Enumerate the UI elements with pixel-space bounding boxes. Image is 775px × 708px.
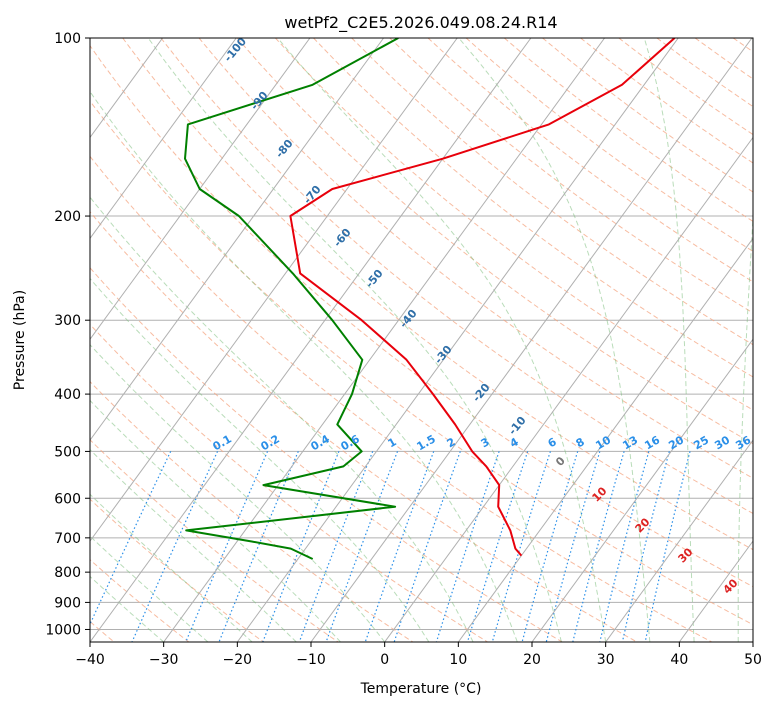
mixing-ratio-line: [218, 451, 299, 642]
moist-adiabat: [90, 399, 341, 642]
chart-title: wetPf2_C2E5.2026.049.08.24.R14: [284, 13, 557, 33]
x-tick-label: 30: [597, 652, 615, 668]
x-tick-label: −30: [149, 652, 179, 668]
dry-adiabat: [351, 38, 753, 346]
sounding-profiles: [184, 38, 676, 560]
y-tick-label: 300: [54, 313, 81, 329]
y-tick-label: 100: [54, 31, 81, 47]
dry-adiabat: [198, 38, 753, 479]
dry-adiabat: [236, 38, 753, 445]
moist-adiabat: [458, 38, 651, 642]
dry-adiabat: [122, 38, 753, 551]
isotherm: [457, 237, 753, 642]
isotherm: [531, 338, 753, 642]
mixing-ratio-label: 36: [733, 433, 753, 452]
mixing-ratio-line: [491, 451, 551, 642]
y-tick-label: 200: [54, 209, 81, 225]
x-tick-label: −10: [296, 652, 326, 668]
isotherm: [90, 38, 458, 542]
isotherm: [90, 38, 311, 341]
mixing-ratio-line: [644, 451, 691, 642]
y-tick-label: 400: [54, 387, 81, 403]
mixing-ratio-line: [90, 451, 172, 626]
dry-adiabat: [160, 38, 753, 515]
dry-adiabat: [90, 44, 753, 588]
y-axis-title: Pressure (hPa): [12, 290, 28, 390]
moist-adiabat: [643, 38, 695, 642]
x-tick-label: 10: [449, 652, 467, 668]
y-axis-ticks: 100 200 300 400 500 600 700 800 900 1000: [45, 31, 90, 638]
isotherm: [236, 38, 679, 642]
mixing-ratio-line: [325, 451, 399, 642]
dry-adiabat: [275, 38, 753, 411]
dry-adiabat: [90, 211, 638, 642]
x-tick-label: 0: [380, 652, 389, 668]
x-axis-ticks: −40 −30 −20 −10 0 10 20 30 40 50: [75, 642, 762, 668]
mixing-ratio-line: [621, 451, 670, 642]
mixing-ratio-line: [435, 451, 500, 642]
isotherm: [310, 38, 753, 642]
dry-adiabat: [313, 38, 753, 378]
isotherm: [90, 38, 384, 442]
plot-frame: [89, 37, 754, 643]
isotherm: [90, 38, 237, 240]
mixing-ratio-line: [545, 451, 601, 642]
mixing-ratio-line: [298, 451, 374, 642]
dry-adiabat: [90, 155, 712, 642]
mixing-ratio-line: [521, 451, 579, 642]
moist-adiabat: [90, 90, 518, 642]
y-tick-label: 500: [54, 444, 81, 460]
y-tick-label: 900: [54, 595, 81, 611]
y-tick-label: 600: [54, 491, 81, 507]
moist-adiabats: [90, 38, 753, 642]
dry-adiabat: [90, 267, 563, 642]
moist-adiabat: [737, 209, 753, 642]
mixing-ratio-line: [572, 451, 625, 642]
x-tick-label: 40: [670, 652, 688, 668]
moist-adiabat: [90, 277, 430, 642]
mixing-ratio-lines: [90, 451, 691, 642]
mixing-ratio-line: [599, 451, 650, 642]
moist-adiabat: [277, 38, 607, 642]
moist-adiabat: [90, 196, 474, 642]
plot-area: 0.1 0.2 0.4 0.6 1 1.5 2 3 4 6 8 10 13 16 20 25 30 36-100-…: [90, 38, 753, 642]
y-tick-label: 1000: [45, 622, 81, 638]
x-axis-title: Temperature (°C): [360, 681, 482, 697]
dry-adiabat: [90, 559, 190, 642]
isotherm: [384, 136, 753, 642]
x-tick-label: −40: [75, 652, 105, 668]
dry-adiabat: [90, 498, 264, 642]
x-tick-label: 50: [744, 652, 762, 668]
dry-adiabat: [90, 323, 488, 642]
mixing-ratio-line: [262, 451, 340, 642]
x-tick-label: −20: [223, 652, 253, 668]
temperature-profile-line: [289, 38, 676, 557]
y-tick-label: 700: [54, 531, 81, 547]
isotherm: [90, 38, 532, 642]
isotherm: [605, 439, 753, 642]
dewpoint-profile-line: [184, 38, 399, 560]
y-tick-label: 800: [54, 565, 81, 581]
moist-adiabat: [147, 38, 562, 642]
x-tick-label: 20: [523, 652, 541, 668]
